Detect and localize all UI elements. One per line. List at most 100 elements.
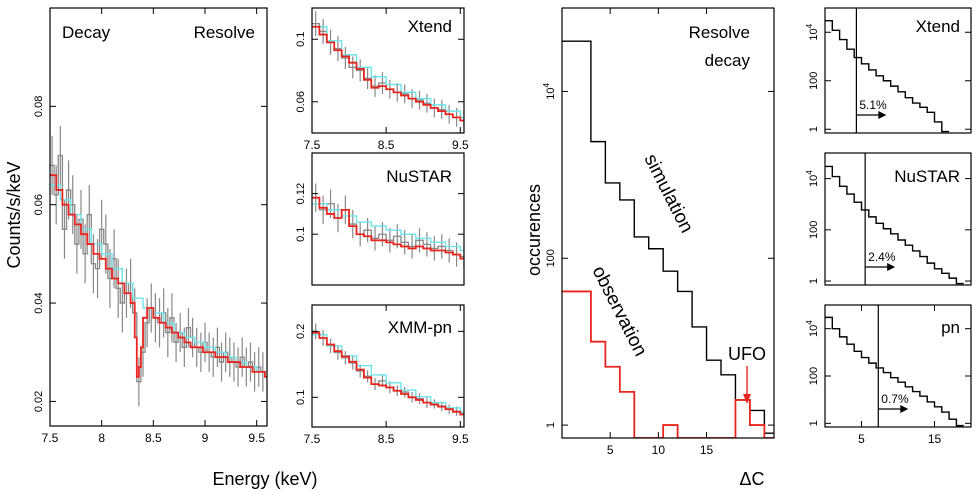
pn-hist-panel-label: pn [941,318,960,337]
nustar-hist-ticks: 1 100 104 [805,170,971,284]
xtend-hist-ticks: 1 100 104 [805,23,971,132]
nustar-spec-panel: 0.1 0.12 NuSTAR [295,152,465,286]
simulation-label: simulation [640,151,698,237]
pn-spec-xtick-label: 9.5 [452,432,469,446]
resolve-decay-hist-xtick-label: 10 [652,443,666,457]
nustar-spec-series-2-line [312,196,464,260]
nustar-spec-plot-area [312,183,464,269]
resolve-decay-hist-ytick-label: 100 [545,249,557,267]
pn-hist-xtick-label: 15 [928,432,942,446]
pn-spec-series-0-data [312,323,464,419]
pn-spec-xtick-label: 8.5 [378,432,395,446]
nustar-hist-plot-area [825,165,964,285]
nustar-hist-panel: 2.4% 1 100 104 NuSTAR [805,152,972,286]
resolve-decay-hist-simulation-line [562,40,774,434]
xtend-hist-ytick-label: 1 [808,126,820,132]
left-main-ticks: 7.5 8 8.5 9 9.5 0.02 0.04 0.06 0.08 [33,8,267,445]
left-main-plot-area [50,126,267,407]
nustar-hist-percent-label: 2.4% [868,250,896,264]
resolve-decay-hist-ticks: 5 10 15 1 100 104 [542,8,774,457]
xtend-hist-panel: 5.1% 1 100 104 Xtend [805,7,972,134]
nustar-spec-ticks: 0.1 0.12 [295,183,464,242]
left-main-series-2-line [50,174,267,378]
pn-hist-ticks: 5 15 1 100 104 [805,305,971,446]
resolve-decay-hist-frame [561,7,775,439]
xtend-hist-panel-label: Xtend [916,17,960,36]
pn-spec-ytick-label: 0.1 [295,390,307,405]
resolve-decay-hist-panel: 5 10 15 1 100 104 Resolve decay ΔC occurences simu… [524,7,775,489]
xtend-hist-ytick-label: 100 [808,72,820,90]
pn-spec-panel: 7.5 8.5 9.5 0.1 0.2 XMM-pn [295,304,469,446]
xtend-spec-data-steps [312,22,464,122]
xtend-spec-ytick-label: 0.06 [295,91,307,112]
resolve-decay-hist-plot-area [562,40,774,438]
resolve-decay-hist-xtick-label: 5 [607,443,614,457]
left-main-xtick-label: 9 [202,431,209,445]
pn-hist-ytick-label: 100 [808,367,820,385]
xtend-spec-xtick-label: 7.5 [304,138,321,152]
pn-spec-frame [311,304,465,428]
xtend-spec-ticks: 7.5 8.5 9.5 0.06 0.1 [295,8,469,152]
left-main-x-axis-title: Energy (keV) [212,469,317,489]
nustar-hist-ytick-label: 100 [808,221,820,239]
pn-spec-plot-area [312,323,464,419]
nustar-hist-panel-label: NuSTAR [894,167,960,186]
nustar-spec-ytick-label: 0.12 [295,183,307,204]
pn-hist-plot-area [825,316,964,427]
xtend-spec-plot-area [312,11,464,130]
left-main-frame [49,7,268,427]
xtend-hist-frame [824,7,972,134]
pn-hist-arrow-head [900,405,909,413]
left-main-ytick-label: 0.04 [33,292,45,313]
ufo-label: UFO [728,344,766,364]
pn-hist-ytick-label: 1 [808,420,820,426]
nustar-hist-ytick-label: 104 [805,170,820,187]
pn-hist-frame [824,304,972,428]
left-main-ytick-label: 0.08 [33,96,45,117]
left-main-panel: 7.5 8 8.5 9 9.5 0.02 0.04 0.06 0.08 Decay Resolve E… [4,7,318,489]
pn-spec-series-1-line [312,333,464,414]
xtend-spec-ytick-label: 0.1 [295,32,307,47]
nustar-hist-frame [824,152,972,286]
left-main-ytick-label: 0.06 [33,194,45,215]
resolve-decay-hist-ytick-label: 1 [545,422,557,428]
left-main-series-0-data [50,126,265,407]
left-main-xtick-label: 9.5 [248,431,265,445]
resolve-decay-hist-panel-label: Resolve [689,23,750,42]
resolve-decay-hist-ytick-label: 104 [542,83,557,100]
nustar-spec-series-0-data [312,183,464,269]
observation-label: observation [588,263,651,360]
xtend-spec-xtick-label: 8.5 [378,138,395,152]
xtend-hist-percent-label: 5.1% [859,98,887,112]
resolve-decay-hist-observation-line [562,290,774,438]
left-main-panel-label: Decay [62,23,111,42]
xtend-spec-series-2-line [312,25,464,122]
pn-spec-ytick-label: 0.2 [295,324,307,339]
pn-hist-ytick-label: 104 [805,320,820,337]
nustar-hist-series-0-line [825,165,964,285]
pn-spec-series-2-line [312,331,464,416]
xtend-spec-panel: 7.5 8.5 9.5 0.06 0.1 Xtend [295,7,469,152]
nustar-spec-ytick-label: 0.1 [295,227,307,242]
xtend-hist-ytick-label: 104 [805,23,820,40]
left-main-panel-label: Resolve [194,23,255,42]
pn-hist-panel: 0.7% 5 15 1 100 104 pn [805,304,972,446]
left-main-data-steps [50,154,265,383]
left-main-ytick-label: 0.02 [33,391,45,412]
pn-hist-xtick-label: 5 [858,432,865,446]
resolve-decay-hist-panel-label: decay [705,51,751,70]
nustar-hist-ytick-label: 1 [808,278,820,284]
ufo-arrow-head [743,394,752,404]
left-main-xtick-label: 8 [98,431,105,445]
pn-spec-xtick-label: 7.5 [304,432,321,446]
xtend-hist-arrow-head [878,111,887,119]
nustar-spec-panel-label: NuSTAR [386,167,452,186]
left-main-xtick-label: 7.5 [42,431,59,445]
pn-spec-data-steps [312,330,464,415]
xtend-spec-xtick-label: 9.5 [452,138,469,152]
pn-spec-panel-label: XMM-pn [388,318,452,337]
resolve-decay-hist-x-axis-title: ΔC [739,469,764,489]
left-main-xtick-label: 8.5 [145,431,162,445]
resolve-decay-hist-xtick-label: 15 [700,443,714,457]
